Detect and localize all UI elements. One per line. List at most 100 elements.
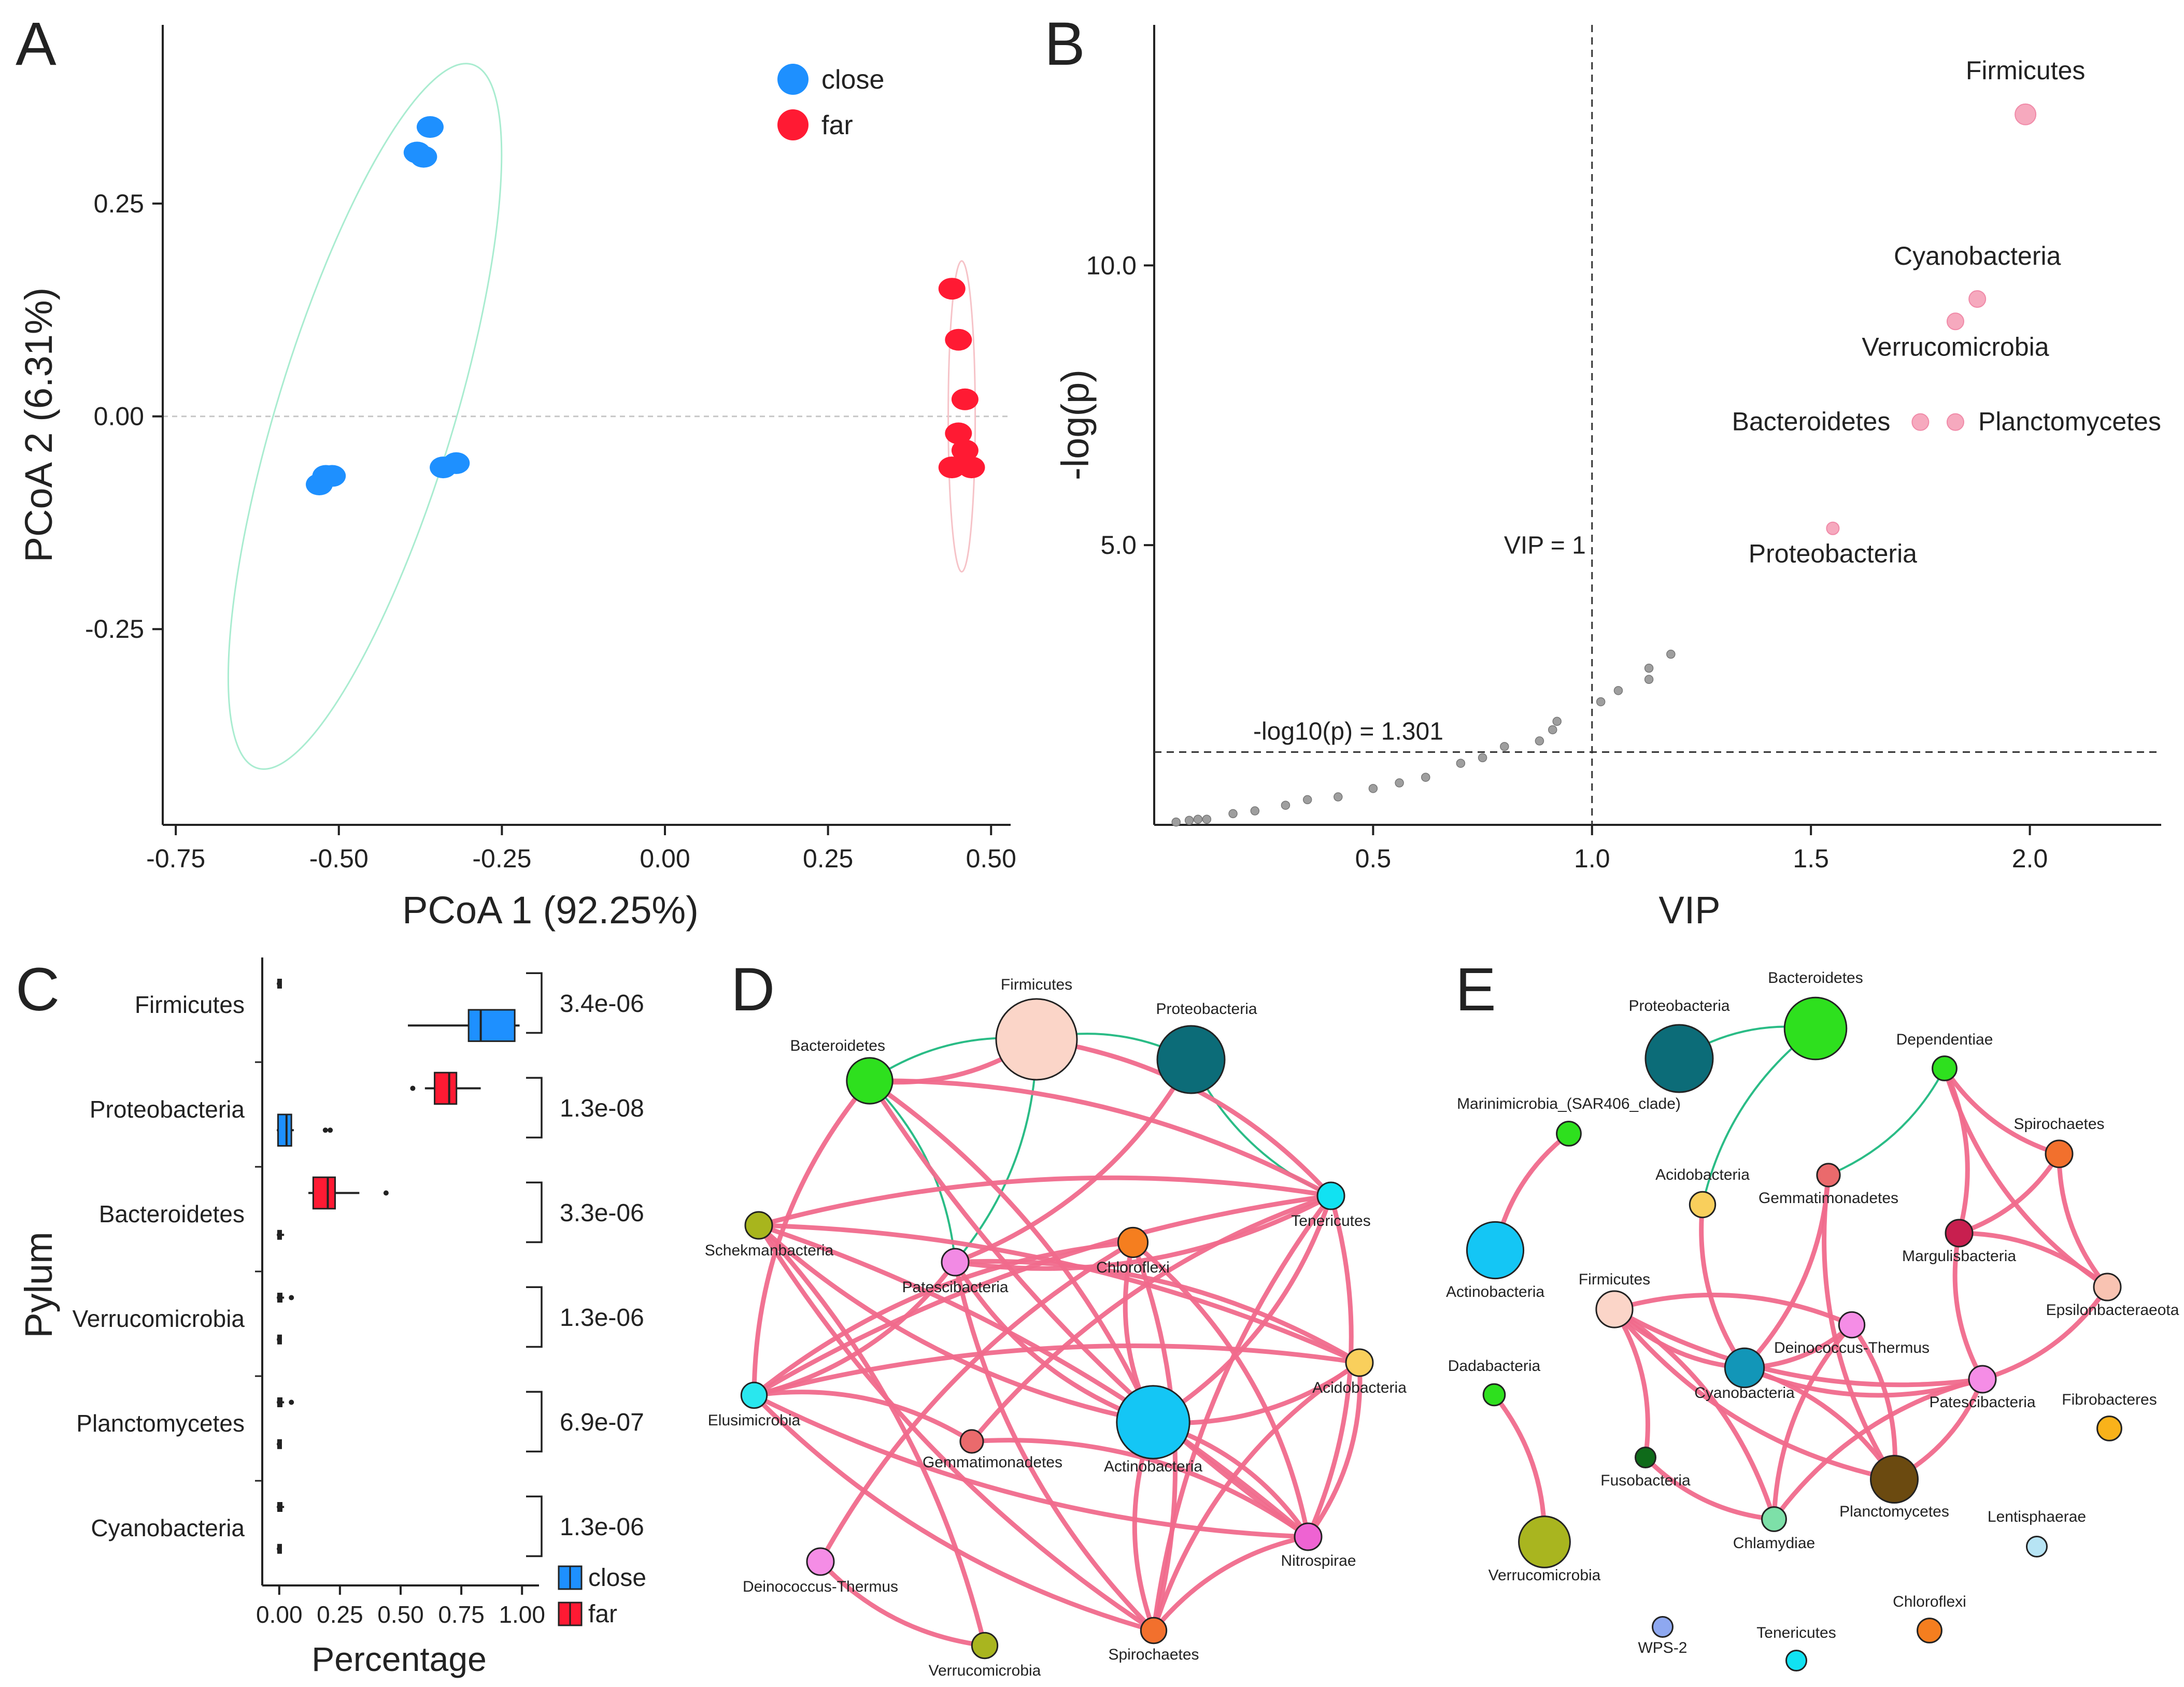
- significant-point-label: Firmicutes: [1966, 56, 2086, 85]
- panel-a-pcoa-plot: A -0.75 -0.50 -0.25 0.00 0.25 0.50 -0.25 0.00 0.2…: [16, 10, 1016, 932]
- x-tick-label: 1.00: [499, 1601, 545, 1628]
- network-node-label: Marinimicrobia_(SAR406_clade): [1457, 1095, 1681, 1112]
- network-node: [1518, 1516, 1571, 1568]
- significant-point: [1826, 521, 1840, 535]
- p-value-label: 3.4e-06: [560, 990, 644, 1018]
- network-node-label: Chlamydiae: [1733, 1535, 1815, 1552]
- significance-bracket: [526, 1495, 543, 1557]
- network-node-label: Spirochaetes: [1108, 1646, 1199, 1663]
- significant-point-label: Planctomycetes: [1978, 407, 2161, 436]
- close-box: [277, 1113, 292, 1147]
- positive-correlation-edge: [953, 1260, 1156, 1633]
- nonsignificant-point: [1548, 725, 1557, 735]
- x-tick-label: 0.25: [803, 844, 853, 873]
- positive-correlation-edge: [1956, 1231, 2110, 1290]
- nonsignificant-point: [1368, 784, 1378, 793]
- positive-correlation-edge: [1306, 1193, 1354, 1539]
- network-node-label: Verrucomicrobia: [929, 1662, 1041, 1679]
- legend-close-label: close: [821, 65, 884, 95]
- network-node-label: Deinococcus-Thermus: [743, 1578, 898, 1595]
- x-tick-label: -0.75: [146, 844, 205, 873]
- network-node-label: Chloroflexi: [1893, 1593, 1966, 1610]
- positive-correlation-edge: [1742, 1365, 1897, 1482]
- positive-correlation-edge: [756, 1175, 1334, 1228]
- network-node-label: Dependentiae: [1896, 1031, 1993, 1048]
- far-box: [277, 1397, 282, 1407]
- positive-correlation-edge: [1822, 1173, 1897, 1482]
- network-node: [1968, 1365, 1997, 1394]
- network-node-label: Lentisphaerae: [1988, 1508, 2086, 1525]
- network-node-label: Fibrobacteres: [2062, 1391, 2157, 1408]
- positive-correlation-edge: [1612, 1307, 1777, 1522]
- significant-point: [2015, 103, 2037, 125]
- positive-correlation-edge: [751, 1390, 974, 1444]
- positive-correlation-edge: [818, 1240, 1136, 1564]
- positive-correlation-edge: [1771, 1377, 1985, 1522]
- nonsignificant-point: [1250, 806, 1260, 816]
- vip-threshold-label: VIP = 1: [1504, 532, 1586, 559]
- positive-correlation-edge: [1771, 1322, 1854, 1522]
- positive-correlation-edge: [1612, 1307, 1897, 1482]
- positive-correlation-edge: [1942, 1066, 2062, 1156]
- x-axis-title: VIP: [1658, 889, 1720, 932]
- network-node-label: Gemmatimonadetes: [1758, 1190, 1898, 1207]
- panel-d-network-close: D Firmicutes Proteobacteria Bacteroidetes Te…: [705, 955, 1407, 1679]
- y-tick-label: 5.0: [1100, 531, 1137, 560]
- positive-correlation-edge: [953, 1193, 1334, 1271]
- nonsignificant-point: [1228, 809, 1238, 819]
- close-box: [277, 1543, 282, 1554]
- network-node-label: Bacteroidetes: [790, 1037, 885, 1054]
- x-tick-label: 0.75: [438, 1601, 485, 1628]
- legend-far-swatch: [777, 109, 809, 140]
- significant-point: [1968, 290, 1987, 308]
- far-box: [277, 1502, 282, 1512]
- network-node-label: WPS-2: [1638, 1639, 1687, 1656]
- network-node: [1635, 1447, 1656, 1468]
- close-box: [277, 1229, 282, 1240]
- network-node: [1724, 1347, 1765, 1389]
- network-node: [740, 1381, 768, 1409]
- panel-letter-e: E: [1455, 955, 1496, 1024]
- positive-correlation-edge: [1952, 1231, 1985, 1382]
- far-point: [945, 328, 972, 351]
- x-tick-label: -0.50: [309, 844, 368, 873]
- y-axis-title: Pylum: [17, 1232, 60, 1338]
- significance-bracket: [526, 1391, 543, 1453]
- network-node: [846, 1057, 894, 1105]
- network-node-label: Chloroflexi: [1096, 1259, 1170, 1276]
- nonsignificant-point: [1552, 717, 1562, 726]
- y-tick-label: 0.25: [94, 189, 144, 218]
- network-node: [2045, 1139, 2074, 1168]
- nonsignificant-point: [1281, 800, 1290, 810]
- network-node-label: Planctomycetes: [1839, 1503, 1949, 1520]
- category-label: Planctomycetes: [76, 1410, 245, 1437]
- positive-correlation-edge: [1612, 1307, 1985, 1388]
- panel-e-network-far: E Proteobacteria Bacteroidetes Dependentiae…: [1446, 955, 2179, 1671]
- positive-correlation-edge: [818, 1559, 987, 1648]
- significance-bracket: [526, 1286, 543, 1348]
- significant-point: [1946, 413, 1964, 431]
- network-node: [2096, 1416, 2122, 1441]
- positive-correlation-edge: [969, 1438, 1311, 1539]
- close-point: [319, 465, 346, 487]
- network-node-label: Nitrospirae: [1281, 1552, 1356, 1569]
- significant-point-label: Verrucomicrobia: [1862, 332, 2049, 361]
- network-node-label: Gemmatimonadetes: [923, 1454, 1062, 1471]
- nonsignificant-point: [1456, 759, 1466, 768]
- panel-letter-a: A: [16, 10, 56, 78]
- close-box: [277, 1439, 282, 1449]
- network-node: [1870, 1455, 1919, 1504]
- y-axis-title: PCoA 2 (6.31%): [17, 288, 60, 563]
- positive-correlation-edge: [751, 1193, 1334, 1398]
- positive-correlation-edge: [969, 1193, 1334, 1444]
- category-label: Firmicutes: [135, 991, 245, 1018]
- x-tick-label: 0.50: [377, 1601, 424, 1628]
- legend-far-label: far: [588, 1600, 617, 1628]
- positive-correlation-edge: [756, 1223, 1156, 1633]
- x-tick-label: 1.0: [1574, 844, 1610, 873]
- category-label: Bacteroidetes: [99, 1200, 245, 1227]
- positive-correlation-edge: [2057, 1151, 2110, 1290]
- network-node: [971, 1632, 999, 1660]
- far-point: [951, 439, 978, 462]
- network-node: [1140, 1617, 1168, 1645]
